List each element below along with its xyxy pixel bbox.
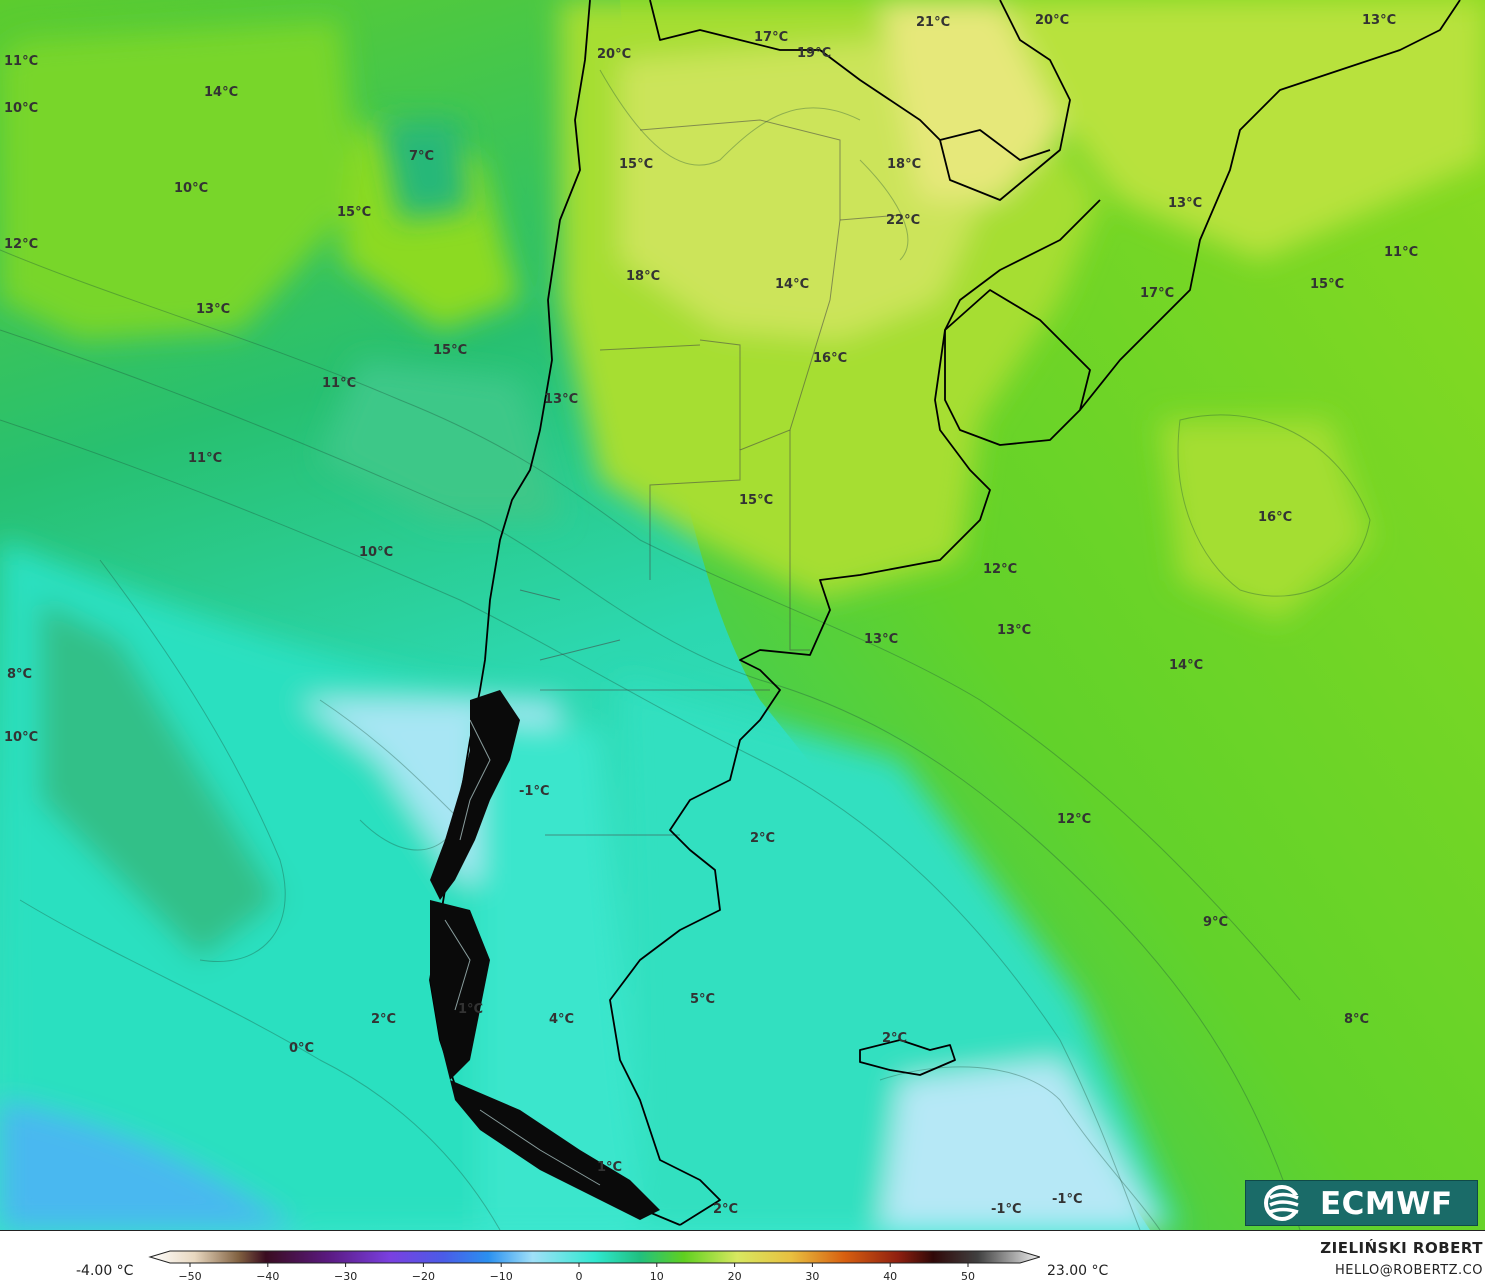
- colorbar-tick-label: 30: [805, 1270, 819, 1283]
- temp-label: 17°C: [754, 30, 788, 45]
- temp-label: 13°C: [1362, 13, 1396, 28]
- chile-islands: [430, 690, 660, 1220]
- temp-label: 13°C: [997, 623, 1031, 638]
- colorbar-tick-label: 0: [576, 1270, 583, 1283]
- temp-label: 20°C: [597, 47, 631, 62]
- temp-label: 11°C: [322, 376, 356, 391]
- temp-label: 13°C: [1168, 196, 1202, 211]
- temp-label: 21°C: [916, 15, 950, 30]
- ecmwf-logo-text: ECMWF: [1320, 1186, 1453, 1222]
- temp-label: 14°C: [204, 85, 238, 100]
- temp-label: 8°C: [7, 667, 32, 682]
- temperature-labels: 11°C 10°C 14°C 7°C 10°C 15°C 12°C 13°C 1…: [4, 13, 1418, 1217]
- temp-label: 14°C: [1169, 658, 1203, 673]
- temp-label: 15°C: [433, 343, 467, 358]
- temp-label: 0°C: [289, 1041, 314, 1056]
- temp-label: 1°C: [597, 1160, 622, 1175]
- legend-footer: -4.00 °C: [0, 1230, 1485, 1288]
- ecmwf-logo-icon: [1264, 1185, 1308, 1221]
- colorbar-ticks: −50 −40 −30 −20 −10 0 10 20 30 40 50: [178, 1263, 975, 1283]
- temp-label: 11°C: [188, 451, 222, 466]
- temp-label: 11°C: [1384, 245, 1418, 260]
- legend-max-value: 23.00 °C: [1047, 1263, 1109, 1279]
- temp-label: 19°C: [797, 46, 831, 61]
- temp-label: -1°C: [991, 1202, 1021, 1217]
- temp-label: -1°C: [1052, 1192, 1082, 1207]
- temp-label: 10°C: [359, 545, 393, 560]
- colorbar-tick-label: −20: [412, 1270, 435, 1283]
- temp-label: 13°C: [864, 632, 898, 647]
- temp-label: 2°C: [882, 1031, 907, 1046]
- temp-label: 18°C: [887, 157, 921, 172]
- temp-label: 13°C: [196, 302, 230, 317]
- colorbar-tick-label: −50: [178, 1270, 201, 1283]
- temp-label: 14°C: [775, 277, 809, 292]
- contour-lines: [0, 69, 1371, 1230]
- temp-label: 5°C: [690, 992, 715, 1007]
- temp-label: 2°C: [750, 831, 775, 846]
- colorbar-tick-label: −10: [490, 1270, 513, 1283]
- temp-label: 12°C: [4, 237, 38, 252]
- temp-label: 7°C: [409, 149, 434, 164]
- temp-label: 11°C: [4, 54, 38, 69]
- temp-label: 1°C: [458, 1002, 483, 1017]
- colorbar-tick-label: 20: [728, 1270, 742, 1283]
- temp-label: 20°C: [1035, 13, 1069, 28]
- colorbar-tick-label: 10: [650, 1270, 664, 1283]
- colorbar-tick-label: 50: [961, 1270, 975, 1283]
- temp-label: 16°C: [1258, 510, 1292, 525]
- island-highlights: [444, 719, 601, 1186]
- temp-label: 17°C: [1140, 286, 1174, 301]
- author-credit: ZIELIŃSKI ROBERT: [1320, 1239, 1483, 1257]
- temp-label: 22°C: [886, 213, 920, 228]
- author-email: HELLO@ROBERTZ.CO: [1334, 1263, 1483, 1278]
- colorbar-tick-label: 40: [883, 1270, 897, 1283]
- colorbar-tick-label: −30: [334, 1270, 357, 1283]
- temp-label: 15°C: [739, 493, 773, 508]
- temp-label: 15°C: [619, 157, 653, 172]
- temp-label: 10°C: [174, 181, 208, 196]
- legend-min-value: -4.00 °C: [76, 1263, 134, 1279]
- colorbar: −50 −40 −30 −20 −10 0 10 20 30 40 50: [148, 1250, 1040, 1283]
- colorbar-tick-label: −40: [256, 1270, 279, 1283]
- colorbar-bar: [148, 1250, 1040, 1264]
- temp-label: 12°C: [1057, 812, 1091, 827]
- temp-label: 8°C: [1344, 1012, 1369, 1027]
- province-borders: [519, 119, 901, 836]
- ecmwf-logo: ECMWF: [1245, 1180, 1478, 1226]
- temp-label: 4°C: [549, 1012, 574, 1027]
- temp-label: 2°C: [371, 1012, 396, 1027]
- temperature-map: 11°C 10°C 14°C 7°C 10°C 15°C 12°C 13°C 1…: [0, 0, 1485, 1230]
- temp-label: 15°C: [337, 205, 371, 220]
- temp-label: -1°C: [519, 784, 549, 799]
- temp-label: 16°C: [813, 351, 847, 366]
- temp-label: 10°C: [4, 101, 38, 116]
- temp-label: 9°C: [1203, 915, 1228, 930]
- temp-label: 18°C: [626, 269, 660, 284]
- temp-label: 2°C: [713, 1202, 738, 1217]
- temp-label: 10°C: [4, 730, 38, 745]
- temp-label: 12°C: [983, 562, 1017, 577]
- temp-label: 15°C: [1310, 277, 1344, 292]
- temp-label: 13°C: [544, 392, 578, 407]
- map-canvas: 11°C 10°C 14°C 7°C 10°C 15°C 12°C 13°C 1…: [0, 0, 1485, 1230]
